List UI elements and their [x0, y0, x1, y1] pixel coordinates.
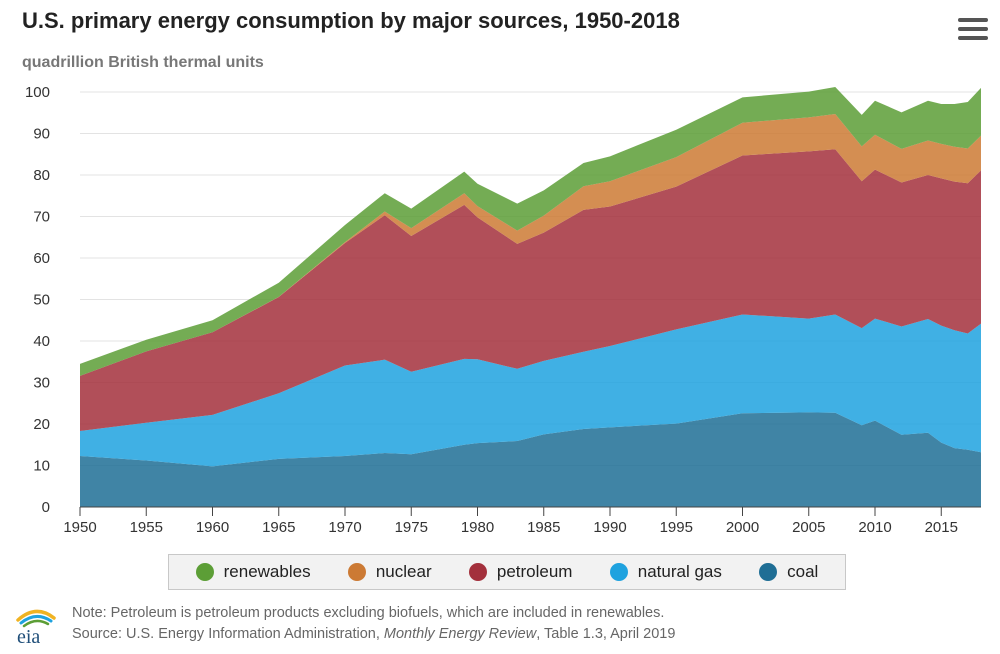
- legend-label-nuclear: nuclear: [375, 562, 432, 581]
- y-tick-label: 80: [33, 167, 50, 184]
- legend-swatch-coal: [759, 563, 778, 581]
- x-tick-label: 2015: [925, 519, 958, 536]
- area-series: [80, 87, 981, 507]
- x-tick-label: 1990: [593, 519, 626, 536]
- y-tick-label: 0: [42, 499, 50, 516]
- legend-swatch-nuclear: [347, 563, 366, 581]
- x-tick-label: 1950: [63, 519, 96, 536]
- y-tick-label: 20: [33, 416, 50, 433]
- source-suffix: , Table 1.3, April 2019: [536, 626, 676, 642]
- legend-swatch-natural-gas: [609, 563, 628, 581]
- legend-item-natural-gas[interactable]: natural gas: [609, 562, 722, 582]
- logo-text: eia: [17, 626, 40, 646]
- y-tick-label: 70: [33, 209, 50, 226]
- area-petroleum[interactable]: [80, 149, 981, 432]
- legend-label-natural-gas: natural gas: [637, 562, 722, 581]
- legend-item-renewables[interactable]: renewables: [195, 562, 311, 582]
- hamburger-menu-icon[interactable]: [958, 18, 988, 44]
- area-natural-gas[interactable]: [80, 314, 981, 467]
- legend-swatch-petroleum: [468, 563, 487, 581]
- legend-item-nuclear[interactable]: nuclear: [347, 562, 432, 582]
- legend-label-renewables: renewables: [223, 562, 311, 581]
- x-tick-label: 2005: [792, 519, 825, 536]
- area-coal[interactable]: [80, 412, 981, 507]
- legend-swatch-renewables: [195, 563, 214, 581]
- legend-item-petroleum[interactable]: petroleum: [468, 562, 573, 582]
- y-tick-label: 60: [33, 250, 50, 267]
- y-tick-label: 100: [25, 84, 50, 101]
- chart-subtitle: quadrillion British thermal units: [22, 54, 264, 71]
- legend-label-coal: coal: [787, 562, 819, 581]
- source-prefix: Source: U.S. Energy Information Administ…: [72, 626, 384, 642]
- eia-logo[interactable]: eia: [12, 606, 60, 646]
- stacked-area-chart: 0 10 20 30 40 50 60 70 80 90 100 1950 1955 1960 1965 19…: [25, 84, 981, 536]
- x-tick-label: 2010: [858, 519, 891, 536]
- source-text: Source: U.S. Energy Information Administ…: [72, 624, 675, 645]
- x-tick-label: 1965: [262, 519, 295, 536]
- legend-label-petroleum: petroleum: [496, 562, 573, 581]
- legend: renewables nuclear petroleum natural gas…: [168, 554, 846, 590]
- y-tick-label: 50: [33, 292, 50, 309]
- y-tick-label: 10: [33, 458, 50, 475]
- x-tick-label: 1985: [527, 519, 560, 536]
- area-renewables[interactable]: [80, 87, 981, 376]
- y-tick-label: 30: [33, 375, 50, 392]
- source-publication: Monthly Energy Review: [383, 626, 537, 642]
- x-tick-label: 1955: [130, 519, 163, 536]
- x-tick-label: 1975: [395, 519, 428, 536]
- footnotes: Note: Petroleum is petroleum products ex…: [72, 603, 675, 645]
- x-tick-label: 1980: [461, 519, 494, 536]
- axes: 0 10 20 30 40 50 60 70 80 90 100 1950 1955 1960 1965 19…: [25, 84, 981, 536]
- x-tick-label: 2000: [726, 519, 759, 536]
- legend-item-coal[interactable]: coal: [759, 562, 818, 582]
- x-tick-label: 1970: [328, 519, 361, 536]
- note-text: Note: Petroleum is petroleum products ex…: [72, 605, 665, 621]
- y-tick-label: 90: [33, 126, 50, 143]
- x-tick-label: 1995: [660, 519, 693, 536]
- y-tick-label: 40: [33, 333, 50, 350]
- x-tick-label: 1960: [196, 519, 229, 536]
- chart-title: U.S. primary energy consumption by major…: [22, 8, 680, 33]
